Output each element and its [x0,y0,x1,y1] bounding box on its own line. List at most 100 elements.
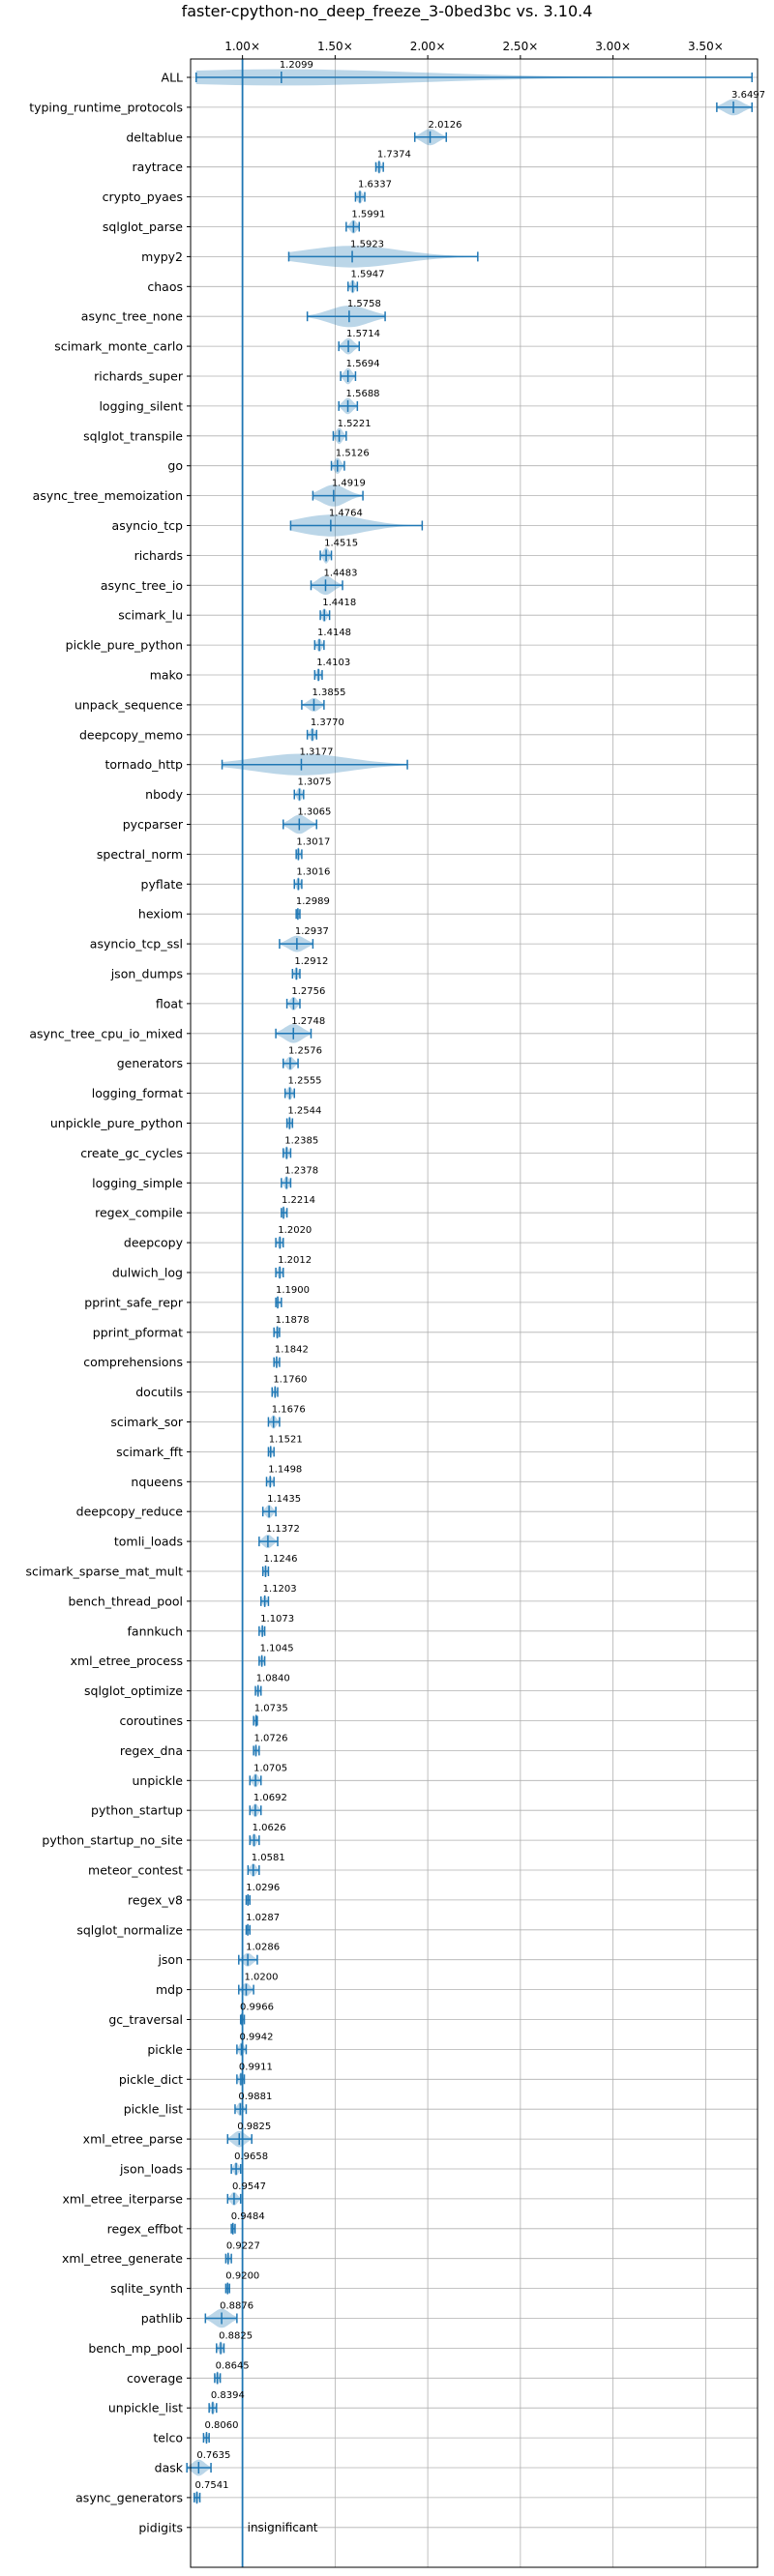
benchmark-label: json_dumps [110,967,183,981]
value-label: 1.0286 [246,1943,280,1953]
benchmark-label: chaos [147,279,183,294]
value-label: 1.1203 [263,1584,297,1595]
benchmark-label: regex_effbot [107,2221,183,2236]
benchmark-label: scimark_sor [110,1415,183,1429]
benchmark-label: scimark_fft [116,1445,183,1459]
value-label: 0.7541 [195,2480,229,2491]
value-label: 1.4148 [317,628,351,638]
benchmark-label: dask [155,2461,184,2475]
value-label: 1.6337 [358,180,392,190]
benchmark-label: docutils [135,1385,183,1399]
benchmark-label: python_startup_no_site [42,1833,183,1848]
x-tick-label: 1.50× [317,40,353,53]
value-label: 1.0296 [246,1883,280,1893]
benchmark-label: pickle_dict [119,2072,183,2087]
value-label: 1.5991 [351,210,385,220]
value-label: 1.0705 [253,1763,287,1773]
value-label: 1.2099 [280,60,313,71]
benchmark-label: sqlglot_normalize [76,1922,183,1937]
violin-layer [186,59,754,2567]
x-tick-label: 2.50× [502,40,538,53]
benchmark-label: logging_format [92,1086,183,1100]
value-label: 1.2012 [278,1255,312,1266]
benchmark-label: pprint_safe_repr [84,1295,184,1309]
benchmark-label: unpickle [132,1773,183,1788]
benchmark-label: unpack_sequence [74,697,183,712]
benchmark-label: deepcopy [124,1236,184,1250]
benchmark-label: pickle_list [124,2102,183,2117]
value-label: 1.3075 [298,777,332,788]
value-label: 1.2756 [291,986,325,997]
benchmark-label: deepcopy_memo [79,727,183,742]
benchmark-label: bench_mp_pool [88,2341,183,2356]
x-tick-label: 3.00× [595,40,631,53]
benchmark-label: create_gc_cycles [80,1146,183,1160]
benchmark-label: sqlglot_parse [103,220,183,234]
value-label: 1.2214 [282,1195,315,1206]
value-label: 1.3016 [296,866,330,877]
value-label: 0.9227 [226,2241,260,2252]
benchmark-label: mdp [156,1982,183,1997]
benchmark-label: bench_thread_pool [68,1594,183,1608]
benchmark-label: gc_traversal [108,2012,183,2027]
value-label: 0.9547 [232,2181,266,2192]
insignificant-label: insignificant [248,2521,318,2534]
benchmark-label: asyncio_tcp [112,518,184,533]
benchmark-label: coroutines [120,1713,183,1728]
value-label: 1.2544 [287,1106,321,1117]
benchmark-label: scimark_lu [118,608,183,623]
benchmark-label: deltablue [126,130,183,144]
value-label: 1.4103 [316,658,350,668]
benchmark-label: richards_super [94,369,184,384]
benchmark-label: pyflate [141,877,184,892]
benchmark-label: sqlglot_optimize [84,1683,183,1698]
value-label: 1.1073 [260,1614,294,1625]
value-label: 0.8394 [211,2390,245,2401]
value-label: 1.1435 [267,1494,301,1505]
value-label: 0.8645 [216,2360,250,2371]
benchmark-label: json [157,1952,183,1967]
benchmark-label: pidigits [138,2520,183,2534]
benchmark-label: xml_etree_iterparse [62,2191,183,2206]
benchmark-label: async_tree_none [81,309,184,324]
benchmark-label: crypto_pyaes [103,190,183,204]
benchmark-label: scimark_sparse_mat_mult [26,1565,184,1579]
benchmark-label: logging_simple [92,1176,183,1190]
value-label: 0.9658 [234,2152,268,2162]
x-tick-label: 3.50× [688,40,724,53]
value-label: 0.9200 [225,2271,259,2282]
benchmark-label: comprehensions [83,1355,183,1369]
benchmark-label: mypy2 [141,249,183,264]
benchmark-label: python_startup [91,1803,183,1818]
value-label: 1.2555 [288,1076,322,1087]
benchmark-label: nqueens [131,1475,183,1489]
benchmark-label: hexiom [138,907,183,922]
value-label: 1.3855 [312,688,345,698]
value-label: 1.1760 [273,1375,307,1386]
benchmark-label: regex_compile [95,1206,183,1220]
value-label: 3.6497 [731,90,765,101]
value-label: 1.2912 [294,956,328,967]
value-label: 1.5923 [350,239,384,249]
value-label: 1.0581 [252,1853,285,1863]
value-label: 0.9911 [239,2062,273,2072]
value-label: 1.1842 [275,1345,309,1356]
benchmark-label: async_tree_io [101,578,183,593]
benchmark-label: dulwich_log [112,1266,183,1280]
benchmark-label: telco [153,2431,183,2445]
plot-frame [190,58,759,2568]
x-tick-label: 1.00× [224,40,260,53]
value-label: 1.5694 [346,359,380,369]
benchmark-label: tornado_http [104,757,183,772]
benchmark-label: mako [150,668,183,683]
benchmark-label: sqlite_synth [110,2281,183,2296]
value-label: 1.7374 [377,150,411,161]
x-tick-label: 2.00× [410,40,446,53]
value-label: 1.1498 [268,1464,302,1475]
benchmark-label: pickle [147,2042,183,2057]
value-label: 0.9484 [231,2211,265,2222]
value-label: 1.1900 [276,1285,310,1296]
value-label: 1.4515 [324,538,358,548]
value-label: 1.3770 [311,717,344,728]
